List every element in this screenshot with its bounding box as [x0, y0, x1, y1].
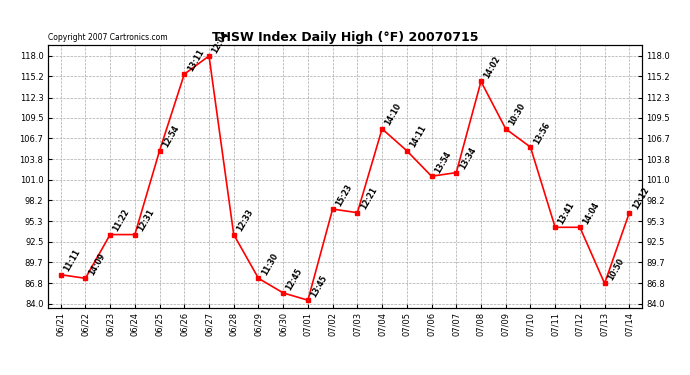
Text: 13:34: 13:34 [457, 146, 477, 171]
Text: 10:30: 10:30 [507, 102, 527, 128]
Text: 11:11: 11:11 [62, 248, 82, 273]
Text: Copyright 2007 Cartronics.com: Copyright 2007 Cartronics.com [48, 33, 168, 42]
Text: 13:41: 13:41 [557, 201, 576, 226]
Text: 14:10: 14:10 [384, 102, 404, 128]
Text: 12:04: 12:04 [210, 29, 230, 54]
Text: 12:45: 12:45 [284, 266, 304, 291]
Text: 14:11: 14:11 [408, 124, 428, 149]
Text: 12:21: 12:21 [359, 186, 379, 211]
Text: 15:23: 15:23 [334, 182, 354, 208]
Text: 14:04: 14:04 [581, 201, 601, 226]
Text: 12:12: 12:12 [631, 186, 651, 211]
Text: 12:31: 12:31 [136, 208, 156, 233]
Text: 10:50: 10:50 [606, 257, 626, 282]
Text: 12:54: 12:54 [161, 124, 181, 149]
Text: 11:22: 11:22 [112, 208, 131, 233]
Text: 13:45: 13:45 [309, 273, 329, 299]
Text: 11:30: 11:30 [260, 252, 279, 277]
Text: 12:33: 12:33 [235, 208, 255, 233]
Text: 13:11: 13:11 [186, 47, 206, 73]
Text: 14:09: 14:09 [87, 252, 107, 277]
Text: 13:56: 13:56 [532, 120, 551, 146]
Text: 13:54: 13:54 [433, 150, 453, 175]
Text: 14:02: 14:02 [482, 55, 502, 80]
Title: THSW Index Daily High (°F) 20070715: THSW Index Daily High (°F) 20070715 [212, 31, 478, 44]
